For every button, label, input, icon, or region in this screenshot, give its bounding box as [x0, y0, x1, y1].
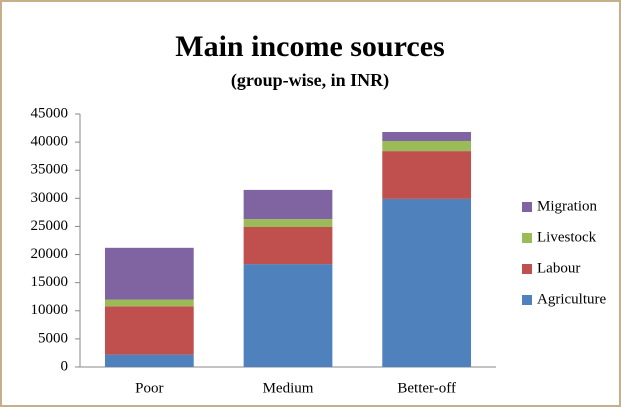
- legend-label: Migration: [537, 198, 597, 214]
- bar-segment: [243, 227, 333, 265]
- x-tick-label: Medium: [263, 380, 314, 396]
- bar-segment: [104, 354, 194, 367]
- y-tick-label: 5000: [38, 330, 68, 346]
- y-tick-label: 35000: [31, 162, 69, 178]
- bar-segment: [382, 151, 472, 199]
- y-tick-label: 25000: [31, 218, 69, 234]
- bar-segment: [382, 140, 472, 152]
- y-tick-label: 0: [61, 358, 69, 374]
- bar-segment: [104, 306, 194, 355]
- bar-segment: [243, 189, 333, 220]
- chart-subtitle: (group-wise, in INR): [231, 70, 389, 91]
- bar-segment: [104, 247, 194, 300]
- y-tick-label: 10000: [31, 302, 69, 318]
- y-tick-label: 20000: [31, 246, 69, 262]
- legend-swatch: [522, 233, 532, 243]
- bar-segment: [382, 198, 472, 367]
- bar-segment: [104, 299, 194, 307]
- x-tick-label: Poor: [135, 380, 163, 396]
- legend-label: Labour: [537, 260, 580, 276]
- x-tick-label: Better-off: [397, 380, 456, 396]
- bar-segment: [243, 264, 333, 367]
- chart-title: Main income sources: [175, 30, 444, 63]
- bar-segment: [382, 131, 472, 141]
- legend-swatch: [522, 264, 532, 274]
- legend-label: Agriculture: [537, 291, 606, 307]
- y-tick-label: 40000: [31, 134, 69, 150]
- legend-swatch: [522, 202, 532, 212]
- y-tick-label: 30000: [31, 190, 69, 206]
- legend-swatch: [522, 295, 532, 305]
- y-tick-label: 45000: [31, 105, 69, 121]
- y-tick-label: 15000: [31, 274, 69, 290]
- bar-segment: [243, 219, 333, 228]
- legend-label: Livestock: [537, 229, 597, 245]
